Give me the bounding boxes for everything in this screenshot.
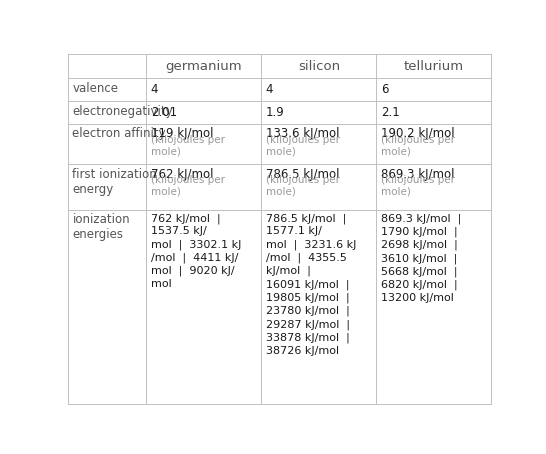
Text: 762 kJ/mol  |
1537.5 kJ/
mol  |  3302.1 kJ
/mol  |  4411 kJ/
mol  |  9020 kJ/
mo: 762 kJ/mol | 1537.5 kJ/ mol | 3302.1 kJ … — [151, 213, 241, 289]
Text: (kilojoules per
mole): (kilojoules per mole) — [266, 135, 340, 157]
Text: 1.9: 1.9 — [266, 106, 284, 119]
Text: germanium: germanium — [165, 60, 242, 73]
Text: 786.5 kJ/mol: 786.5 kJ/mol — [266, 168, 339, 181]
Text: (kilojoules per
mole): (kilojoules per mole) — [381, 175, 455, 197]
Text: 133.6 kJ/mol: 133.6 kJ/mol — [266, 127, 339, 140]
Text: valence: valence — [73, 82, 118, 95]
Text: (kilojoules per
mole): (kilojoules per mole) — [381, 135, 455, 157]
Text: 786.5 kJ/mol  |
1577.1 kJ/
mol  |  3231.6 kJ
/mol  |  4355.5
kJ/mol  |
16091 kJ/: 786.5 kJ/mol | 1577.1 kJ/ mol | 3231.6 k… — [266, 213, 356, 355]
Text: 2.1: 2.1 — [381, 106, 400, 119]
Text: 869.3 kJ/mol: 869.3 kJ/mol — [381, 168, 454, 181]
Text: (kilojoules per
mole): (kilojoules per mole) — [151, 135, 225, 157]
Text: 6: 6 — [381, 83, 388, 96]
Text: (kilojoules per
mole): (kilojoules per mole) — [266, 175, 340, 197]
Text: 190.2 kJ/mol: 190.2 kJ/mol — [381, 127, 454, 140]
Text: electron affinity: electron affinity — [73, 127, 166, 140]
Text: 869.3 kJ/mol  |
1790 kJ/mol  |
2698 kJ/mol  |
3610 kJ/mol  |
5668 kJ/mol  |
6820: 869.3 kJ/mol | 1790 kJ/mol | 2698 kJ/mol… — [381, 213, 461, 303]
Text: first ionization
energy: first ionization energy — [73, 168, 157, 196]
Text: 4: 4 — [151, 83, 158, 96]
Text: 2.01: 2.01 — [151, 106, 177, 119]
Text: 4: 4 — [266, 83, 273, 96]
Text: 762 kJ/mol: 762 kJ/mol — [151, 168, 213, 181]
Text: (kilojoules per
mole): (kilojoules per mole) — [151, 175, 225, 197]
Text: silicon: silicon — [298, 60, 340, 73]
Text: 119 kJ/mol: 119 kJ/mol — [151, 127, 213, 140]
Text: ionization
energies: ionization energies — [73, 213, 130, 241]
Text: tellurium: tellurium — [404, 60, 464, 73]
Text: electronegativity: electronegativity — [73, 104, 173, 118]
